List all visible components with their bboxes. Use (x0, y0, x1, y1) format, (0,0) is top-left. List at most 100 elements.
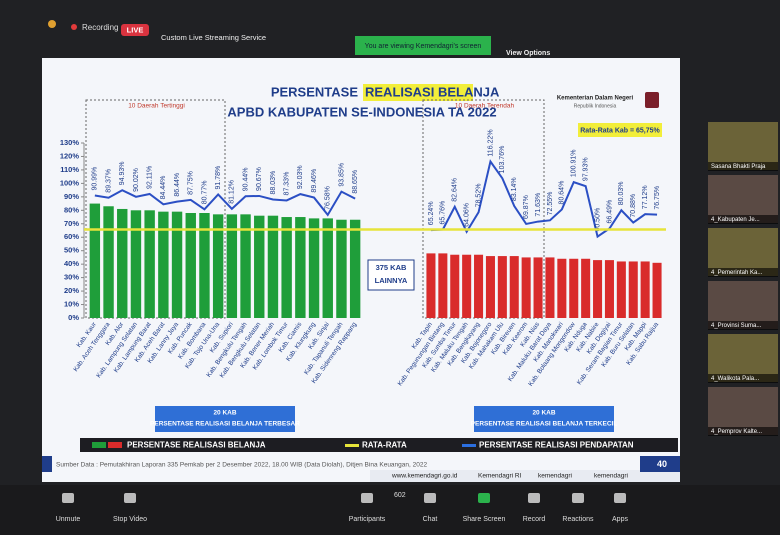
bar (616, 261, 626, 318)
revenue-label: 71.63% (535, 193, 542, 217)
thumbnail-caption-bg (708, 162, 778, 171)
caption: PERSENTASE REALISASI BELANJA TERBESAR (150, 421, 300, 428)
toolbar-label[interactable]: Share Screen (463, 516, 506, 523)
y-tick-label: 0% (68, 313, 79, 322)
y-tick-label: 50% (64, 246, 79, 255)
bar (485, 256, 495, 318)
revenue-label: 78.52% (475, 184, 482, 208)
instagram: kemendagri (594, 473, 628, 480)
thumbnail-name: 4_Provinsi Suma... (711, 323, 762, 329)
bar (308, 218, 320, 318)
group-note: 10 Daerah Tertinggi (128, 103, 185, 110)
bar (533, 257, 543, 318)
legend-swatch (345, 444, 359, 447)
thumbnail-caption-bg (708, 268, 778, 277)
revenue-label: 92.03% (297, 165, 304, 189)
chart-title: PERSENTASE (271, 84, 358, 99)
toolbar-label[interactable]: Unmute (56, 516, 81, 523)
facebook: Kemendagri RI (478, 473, 522, 480)
gap-label: 375 KAB (376, 263, 407, 272)
revenue-label: 60.50% (594, 208, 601, 232)
toolbar-label[interactable]: Participants (349, 516, 386, 523)
bar (569, 258, 579, 318)
gap-label: LAINNYA (375, 276, 408, 285)
thumbnail-caption-bg (708, 215, 778, 224)
thumbnail-caption-bg (708, 374, 778, 383)
y-tick-label: 90% (64, 192, 79, 201)
live-badge (121, 24, 149, 36)
view-options[interactable]: View Options (506, 50, 550, 57)
revenue-label: 90.67% (256, 167, 263, 191)
caption: PERSENTASE REALISASI BELANJA TERKECIL (471, 421, 618, 428)
revenue-label: 103.76% (499, 146, 506, 174)
recording: Recording (82, 23, 118, 32)
bar (117, 208, 128, 318)
title-highlight-bg (363, 84, 473, 101)
bar (158, 211, 169, 318)
group-frame (85, 99, 226, 319)
toolbar-label[interactable]: Stop Video (113, 516, 147, 523)
toolbar-icon[interactable] (528, 493, 540, 503)
logo (645, 92, 659, 108)
legend-swatch (108, 442, 122, 448)
bar (628, 261, 638, 318)
bar (254, 215, 265, 318)
bar (545, 257, 555, 318)
toolbar-icon[interactable] (361, 493, 373, 503)
y-tick-label: 130% (60, 138, 80, 147)
caption: 20 KAB (213, 410, 236, 417)
revenue-label: 89.37% (105, 169, 112, 193)
toolbar-label[interactable]: Reactions (562, 516, 594, 523)
thumbnail-name: 4_Pemerintah Ka... (711, 270, 763, 276)
toolbar-icon[interactable] (614, 493, 626, 503)
bar (438, 253, 448, 318)
stream-service[interactable]: Custom Live Streaming Service (161, 33, 266, 42)
revenue-label: 81.12% (229, 180, 236, 204)
live[interactable]: LIVE (127, 25, 144, 34)
toolbar-icon[interactable] (478, 493, 490, 503)
participants-count: 602 (394, 492, 406, 499)
revenue-label: 80.77% (201, 181, 208, 205)
toolbar-icon[interactable] (62, 493, 74, 503)
legend-swatch (462, 444, 476, 447)
bar (426, 253, 436, 318)
y-tick-label: 40% (64, 259, 79, 268)
toolbar-label[interactable]: Chat (423, 516, 438, 523)
y-tick-label: 80% (64, 205, 79, 214)
revenue-label: 77.12% (642, 185, 649, 209)
thumbnail-name: 4_Pemprov Kalte... (711, 429, 762, 435)
revenue-label: 97.93% (582, 157, 589, 181)
y-tick-label: 100% (60, 178, 80, 187)
toolbar-icon[interactable] (424, 493, 436, 503)
toolbar-icon[interactable] (572, 493, 584, 503)
revenue-label: 80.03% (618, 182, 625, 206)
revenue-label: 91.78% (215, 166, 222, 190)
revenue-label: 76.75% (654, 186, 661, 210)
viewing-banner: You are viewing Kemendagri's screen (365, 43, 482, 50)
revenue-label: 116.22% (487, 129, 494, 156)
revenue-label: 90.99% (92, 167, 99, 191)
revenue-label: 94.93% (119, 161, 126, 185)
toolbar-icon[interactable] (124, 493, 136, 503)
website: www.kemendagri.go.id (391, 473, 458, 480)
thumbnail-name: Sasana Bhakti Praja (711, 164, 766, 170)
revenue-label: 69.87% (523, 195, 530, 219)
y-tick-label: 30% (64, 273, 79, 282)
revenue-label: 88.65% (352, 170, 359, 194)
toolbar-label[interactable]: Record (523, 516, 546, 523)
bar (267, 215, 279, 318)
revenue-label: 92.11% (146, 166, 153, 189)
revenue-label: 84.44% (160, 176, 167, 200)
bar (581, 258, 591, 318)
bar (604, 260, 614, 318)
twitter: kemendagri (538, 473, 572, 480)
thumbnail-name: 4_Walikota Pala... (711, 376, 759, 382)
revenue-label: 90.44% (242, 168, 249, 192)
revenue-label: 100.91% (571, 150, 578, 178)
toolbar-label[interactable]: Apps (612, 516, 628, 523)
legend-average: RATA-RATA (362, 441, 407, 450)
bar (593, 260, 603, 318)
ministry: Kementerian Dalam Negeri (557, 96, 634, 102)
